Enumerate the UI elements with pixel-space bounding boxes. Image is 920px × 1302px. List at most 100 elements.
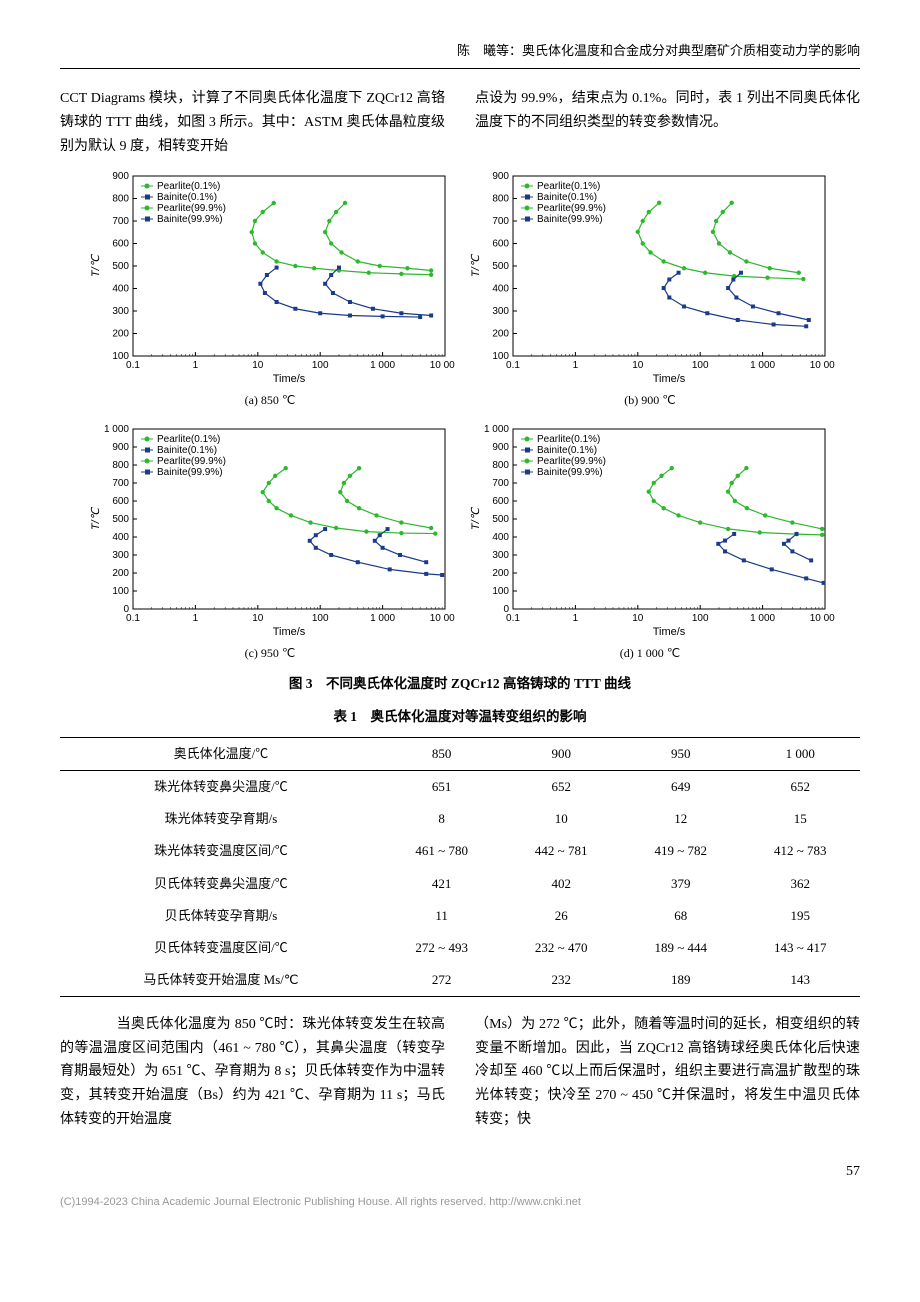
svg-text:0.1: 0.1 — [506, 613, 520, 624]
running-header: 陈 曦等：奥氏体化温度和合金成分对典型磨矿介质相变动力学的影响 — [60, 40, 860, 69]
table-cell: 贝氏体转变孕育期/s — [60, 900, 382, 932]
svg-text:200: 200 — [492, 568, 509, 579]
svg-text:500: 500 — [492, 514, 509, 525]
table-cell: 649 — [621, 771, 741, 804]
svg-text:100: 100 — [692, 613, 709, 624]
svg-text:Pearlite(99.9%): Pearlite(99.9%) — [537, 456, 606, 467]
svg-text:10 000: 10 000 — [810, 360, 835, 371]
figure-3-grid: 100 200 300 400 500 600 700 800 900 0.1 1 10 100 1 00… — [60, 168, 860, 663]
chart-panel-b: 1002003004005006007008009000.11101001 00… — [465, 168, 835, 410]
chart-subcaption: (a) 850 ℃ — [85, 390, 455, 410]
table-cell: 272 — [382, 964, 502, 997]
svg-text:300: 300 — [492, 550, 509, 561]
svg-text:800: 800 — [112, 460, 129, 471]
svg-text:500: 500 — [112, 514, 129, 525]
svg-text:10: 10 — [252, 613, 264, 624]
footer-copyright: (C)1994-2023 China Academic Journal Elec… — [60, 1193, 581, 1212]
svg-text:Pearlite(0.1%): Pearlite(0.1%) — [157, 434, 220, 445]
svg-text:800: 800 — [492, 194, 509, 205]
table-cell: 652 — [501, 771, 621, 804]
page-number: 57 — [60, 1160, 860, 1184]
table-cell: 马氏体转变开始温度 Ms/℃ — [60, 964, 382, 997]
table-cell: 419 ~ 782 — [621, 835, 741, 867]
table-cell: 402 — [501, 868, 621, 900]
table-header-cell: 850 — [382, 738, 502, 771]
svg-text:600: 600 — [492, 239, 509, 250]
chart-subcaption: (b) 900 ℃ — [465, 390, 835, 410]
svg-text:10: 10 — [632, 360, 644, 371]
svg-text:900: 900 — [112, 171, 129, 182]
svg-text:Bainite(0.1%): Bainite(0.1%) — [157, 192, 217, 203]
svg-text:Time/s: Time/s — [273, 373, 306, 385]
table-cell: 8 — [382, 803, 502, 835]
svg-text:700: 700 — [492, 478, 509, 489]
para1-right: 点设为 99.9%，结束点为 0.1%。同时，表 1 列出不同奥氏体化温度下的不… — [475, 87, 860, 158]
svg-text:Time/s: Time/s — [273, 626, 306, 638]
svg-text:1: 1 — [573, 613, 579, 624]
svg-text:10: 10 — [252, 360, 264, 371]
table-cell: 11 — [382, 900, 502, 932]
table-cell: 362 — [740, 868, 860, 900]
table-cell: 143 ~ 417 — [740, 932, 860, 964]
table-header-cell: 1 000 — [740, 738, 860, 771]
svg-text:Bainite(99.9%): Bainite(99.9%) — [157, 467, 223, 478]
chart-subcaption: (d) 1 000 ℃ — [465, 643, 835, 663]
svg-text:T/℃: T/℃ — [470, 506, 482, 530]
table-cell: 189 ~ 444 — [621, 932, 741, 964]
svg-text:10 000: 10 000 — [810, 613, 835, 624]
svg-text:1: 1 — [193, 613, 199, 624]
table-cell: 651 — [382, 771, 502, 804]
svg-text:700: 700 — [492, 216, 509, 227]
svg-text:Pearlite(99.9%): Pearlite(99.9%) — [157, 203, 226, 214]
table-cell: 379 — [621, 868, 741, 900]
para2-left: 当奥氏体化温度为 850 ℃时：珠光体转变发生在较高的等温温度区间范围内（461… — [60, 1013, 445, 1132]
svg-text:10 000: 10 000 — [430, 360, 455, 371]
table-cell: 12 — [621, 803, 741, 835]
ttt-chart-svg: 1002003004005006007008009000.11101001 00… — [465, 168, 835, 388]
svg-text:900: 900 — [112, 442, 129, 453]
table-cell: 412 ~ 783 — [740, 835, 860, 867]
para1-left: CCT Diagrams 模块，计算了不同奥氏体化温度下 ZQCr12 高铬铸球… — [60, 87, 445, 158]
table-cell: 652 — [740, 771, 860, 804]
svg-text:0.1: 0.1 — [126, 613, 140, 624]
svg-text:900: 900 — [492, 442, 509, 453]
svg-text:100: 100 — [312, 613, 329, 624]
table-cell: 26 — [501, 900, 621, 932]
table-cell: 68 — [621, 900, 741, 932]
table-cell: 贝氏体转变鼻尖温度/℃ — [60, 868, 382, 900]
figure-3-caption: 图 3 不同奥氏体化温度时 ZQCr12 高铬铸球的 TTT 曲线 — [60, 673, 860, 696]
table-cell: 珠光体转变鼻尖温度/℃ — [60, 771, 382, 804]
table-1-caption: 表 1 奥氏体化温度对等温转变组织的影响 — [60, 706, 860, 729]
table-cell: 贝氏体转变温度区间/℃ — [60, 932, 382, 964]
ttt-chart-svg: 01002003004005006007008009001 0000.11101… — [465, 421, 835, 641]
svg-text:10: 10 — [632, 613, 644, 624]
table-cell: 15 — [740, 803, 860, 835]
svg-text:800: 800 — [112, 194, 129, 205]
table-cell: 232 ~ 470 — [501, 932, 621, 964]
table-cell: 461 ~ 780 — [382, 835, 502, 867]
svg-text:700: 700 — [112, 216, 129, 227]
table-cell: 232 — [501, 964, 621, 997]
svg-text:Pearlite(99.9%): Pearlite(99.9%) — [157, 456, 226, 467]
svg-text:Bainite(0.1%): Bainite(0.1%) — [537, 445, 597, 456]
svg-text:Bainite(0.1%): Bainite(0.1%) — [537, 192, 597, 203]
svg-text:1 000: 1 000 — [104, 424, 129, 435]
table-cell: 442 ~ 781 — [501, 835, 621, 867]
svg-text:Pearlite(0.1%): Pearlite(0.1%) — [157, 181, 220, 192]
table-cell: 10 — [501, 803, 621, 835]
svg-text:200: 200 — [492, 329, 509, 340]
svg-text:400: 400 — [112, 284, 129, 295]
table-cell: 珠光体转变孕育期/s — [60, 803, 382, 835]
chart-panel-a: 1002003004005006007008009000.11101001 00… — [85, 168, 455, 410]
svg-text:T/℃: T/℃ — [90, 506, 102, 530]
svg-text:100: 100 — [112, 586, 129, 597]
svg-text:1: 1 — [573, 360, 579, 371]
svg-text:1 000: 1 000 — [750, 360, 775, 371]
svg-text:0.1: 0.1 — [506, 360, 520, 371]
svg-text:Time/s: Time/s — [653, 373, 686, 385]
table-cell: 143 — [740, 964, 860, 997]
svg-text:800: 800 — [492, 460, 509, 471]
table-header-cell: 900 — [501, 738, 621, 771]
svg-text:500: 500 — [112, 261, 129, 272]
svg-text:100: 100 — [492, 586, 509, 597]
